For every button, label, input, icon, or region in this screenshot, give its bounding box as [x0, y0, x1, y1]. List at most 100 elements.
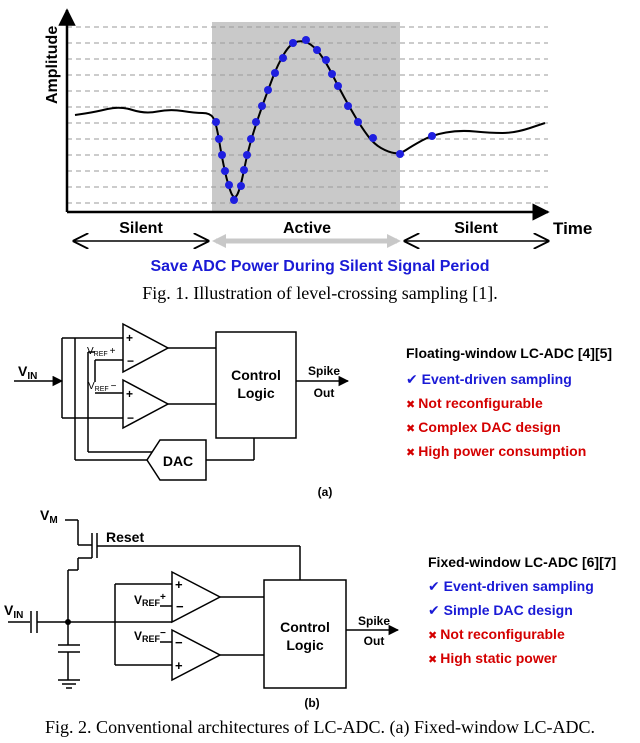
feature-text: Not reconfigurable: [440, 626, 565, 642]
fig2a-title: Floating-window LC-ADC [4][5]: [406, 345, 612, 361]
fig1-region-arrows: Silent Active Silent Save ADC Power Duri…: [74, 220, 548, 275]
comp-top-minus-b: −: [176, 599, 184, 614]
sample-point: [396, 150, 404, 158]
vin-label-b: VIN: [4, 602, 23, 621]
active-arrow-head-right: [387, 234, 401, 248]
comp-top-minus-a: −: [127, 354, 134, 368]
comparator-top-b: [171, 570, 222, 624]
fig1-caption: Fig. 1. Illustration of level-crossing s…: [142, 283, 497, 303]
cross-icon: ✖: [406, 423, 418, 435]
sample-point: [221, 167, 229, 175]
sample-point: [289, 39, 297, 47]
cross-icon: ✖: [406, 399, 418, 411]
node-dot-b: [65, 619, 71, 625]
sample-point: [240, 166, 248, 174]
sample-point: [212, 118, 220, 126]
out-label-a: Out: [314, 386, 335, 400]
power-banner: Save ADC Power During Silent Signal Peri…: [150, 258, 489, 275]
feature-text: High power consumption: [418, 443, 586, 459]
comp-bottom-minus-b: −: [175, 635, 183, 650]
active-arrow-head-left: [212, 234, 226, 248]
fig2-caption: Fig. 2. Conventional architectures of LC…: [45, 717, 595, 738]
feature-con-item: ✖ Complex DAC design: [406, 419, 561, 435]
feature-text: Event-driven sampling: [444, 578, 594, 594]
feature-text: High static power: [440, 650, 557, 666]
check-icon: ✔: [428, 578, 444, 594]
level-gridlines: [67, 26, 548, 204]
feature-text: Complex DAC design: [418, 419, 560, 435]
sample-point: [218, 151, 226, 159]
sample-point: [369, 134, 377, 142]
dac-block: [146, 439, 207, 481]
comparator-top-a: [122, 322, 170, 374]
signal-waveform: [74, 40, 546, 198]
check-icon: ✔: [428, 602, 444, 618]
sample-point: [243, 151, 251, 159]
feature-text: Not reconfigurable: [418, 395, 543, 411]
sample-point: [264, 86, 272, 94]
reset-label: Reset: [106, 529, 144, 545]
vref-plus-label-a: VREF +: [87, 346, 116, 358]
feature-con-item: ✖ Not reconfigurable: [428, 626, 565, 642]
comparator-bottom-b: [171, 628, 222, 682]
fig2a-circuit: [14, 322, 350, 481]
feature-con-item: ✖ High power consumption: [406, 443, 586, 459]
sample-point: [428, 132, 436, 140]
comp-bottom-minus-a: −: [127, 411, 134, 425]
logic-label-a: Logic: [237, 385, 275, 401]
control-logic-box-a: [215, 331, 297, 439]
feature-text: Event-driven sampling: [422, 371, 572, 387]
feature-pro-item: ✔ Event-driven sampling: [406, 371, 572, 387]
logic-label-b: Logic: [286, 637, 324, 653]
spike-label-b: Spike: [358, 614, 390, 628]
sample-point: [271, 69, 279, 77]
sample-point: [313, 46, 321, 54]
sample-point: [230, 196, 238, 204]
control-label-b: Control: [280, 619, 330, 635]
vref-plus-label-b: VREF+: [134, 592, 166, 608]
fig2b-title: Fixed-window LC-ADC [6][7]: [428, 554, 616, 570]
dac-label: DAC: [163, 453, 193, 469]
sample-point: [354, 118, 362, 126]
comp-top-plus-b: +: [175, 577, 183, 592]
control-label-a: Control: [231, 367, 281, 383]
fig2a-labels: VIN VREF + VREF − + − + − Control Logic Sp…: [18, 331, 612, 499]
sample-point: [279, 54, 287, 62]
feature-con-item: ✖ High static power: [428, 650, 558, 666]
x-axis-label: Time: [553, 219, 592, 238]
feature-pro-item: ✔ Simple DAC design: [428, 602, 573, 618]
region-label-silent-right: Silent: [454, 220, 498, 237]
sample-point: [247, 135, 255, 143]
y-axis-label: Amplitude: [44, 26, 61, 104]
comp-bottom-plus-b: +: [175, 658, 183, 673]
sample-point: [334, 82, 342, 90]
control-logic-box-b: [263, 579, 347, 689]
sample-point: [344, 102, 352, 110]
comparator-bottom-a: [122, 378, 170, 430]
check-icon: ✔: [406, 371, 422, 387]
fig2b-labels: VM Reset VIN VREF+ VREF− + − − + Control…: [4, 507, 616, 710]
out-label-b: Out: [364, 634, 385, 648]
cross-icon: ✖: [428, 630, 440, 642]
vref-minus-label-a: VREF −: [88, 381, 117, 393]
spike-label-a: Spike: [308, 364, 340, 378]
sample-point: [322, 56, 330, 64]
sample-point: [258, 102, 266, 110]
comp-bottom-plus-a: +: [126, 387, 133, 401]
fig2b-feature-list: ✔ Event-driven sampling ✔ Simple DAC desi…: [428, 578, 594, 666]
sample-point: [225, 181, 233, 189]
vm-label: VM: [40, 507, 58, 526]
comp-top-plus-a: +: [126, 331, 133, 345]
fig2a-feature-list: ✔ Event-driven sampling ✖ Not reconfigura…: [406, 371, 586, 459]
subfig-label-b: (b): [304, 696, 319, 710]
sample-point: [215, 135, 223, 143]
vin-label-a: VIN: [18, 363, 37, 382]
sample-point: [237, 182, 245, 190]
sample-point: [302, 36, 310, 44]
region-label-active: Active: [283, 220, 331, 237]
feature-con-item: ✖ Not reconfigurable: [406, 395, 543, 411]
sample-points: [212, 36, 436, 204]
fig2b-circuit: [8, 519, 400, 689]
cross-icon: ✖: [406, 447, 418, 459]
cross-icon: ✖: [428, 654, 440, 666]
